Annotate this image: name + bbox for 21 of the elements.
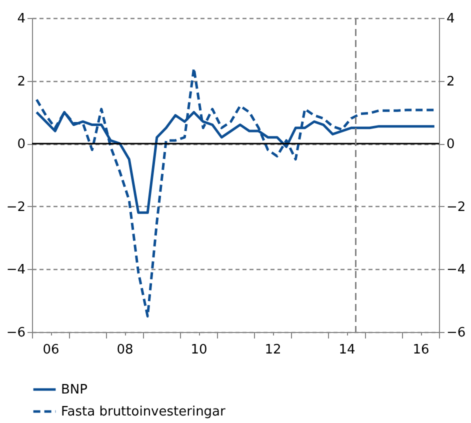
x-tick-label: 06 xyxy=(42,342,60,358)
y-tick-label: 4 xyxy=(17,12,26,26)
y-tick-label: 0 xyxy=(17,137,26,152)
y2-tick-label: −2 xyxy=(446,200,466,215)
y-tick-label: −6 xyxy=(6,326,26,340)
y2-tick-label: 4 xyxy=(446,12,455,26)
x-tick-label: 12 xyxy=(264,342,282,358)
x-tick-label: 10 xyxy=(190,342,208,358)
legend-label: Fasta bruttoinvesteringar xyxy=(61,404,226,420)
y-tick-label: −2 xyxy=(6,200,26,215)
line-series xyxy=(35,66,436,318)
y-tick-label: −4 xyxy=(6,262,26,278)
y2-tick-label: −4 xyxy=(446,262,466,278)
y2-tick-label: 2 xyxy=(446,74,455,90)
x-tick-label: 08 xyxy=(116,342,134,358)
y2-tick-label: −6 xyxy=(446,326,466,340)
legend-label: BNP xyxy=(61,382,88,398)
y-tick-label: 2 xyxy=(17,74,26,90)
x-tick-label: 16 xyxy=(412,342,430,358)
y2-tick-label: 0 xyxy=(446,137,455,152)
x-tick-label: 14 xyxy=(338,342,356,358)
